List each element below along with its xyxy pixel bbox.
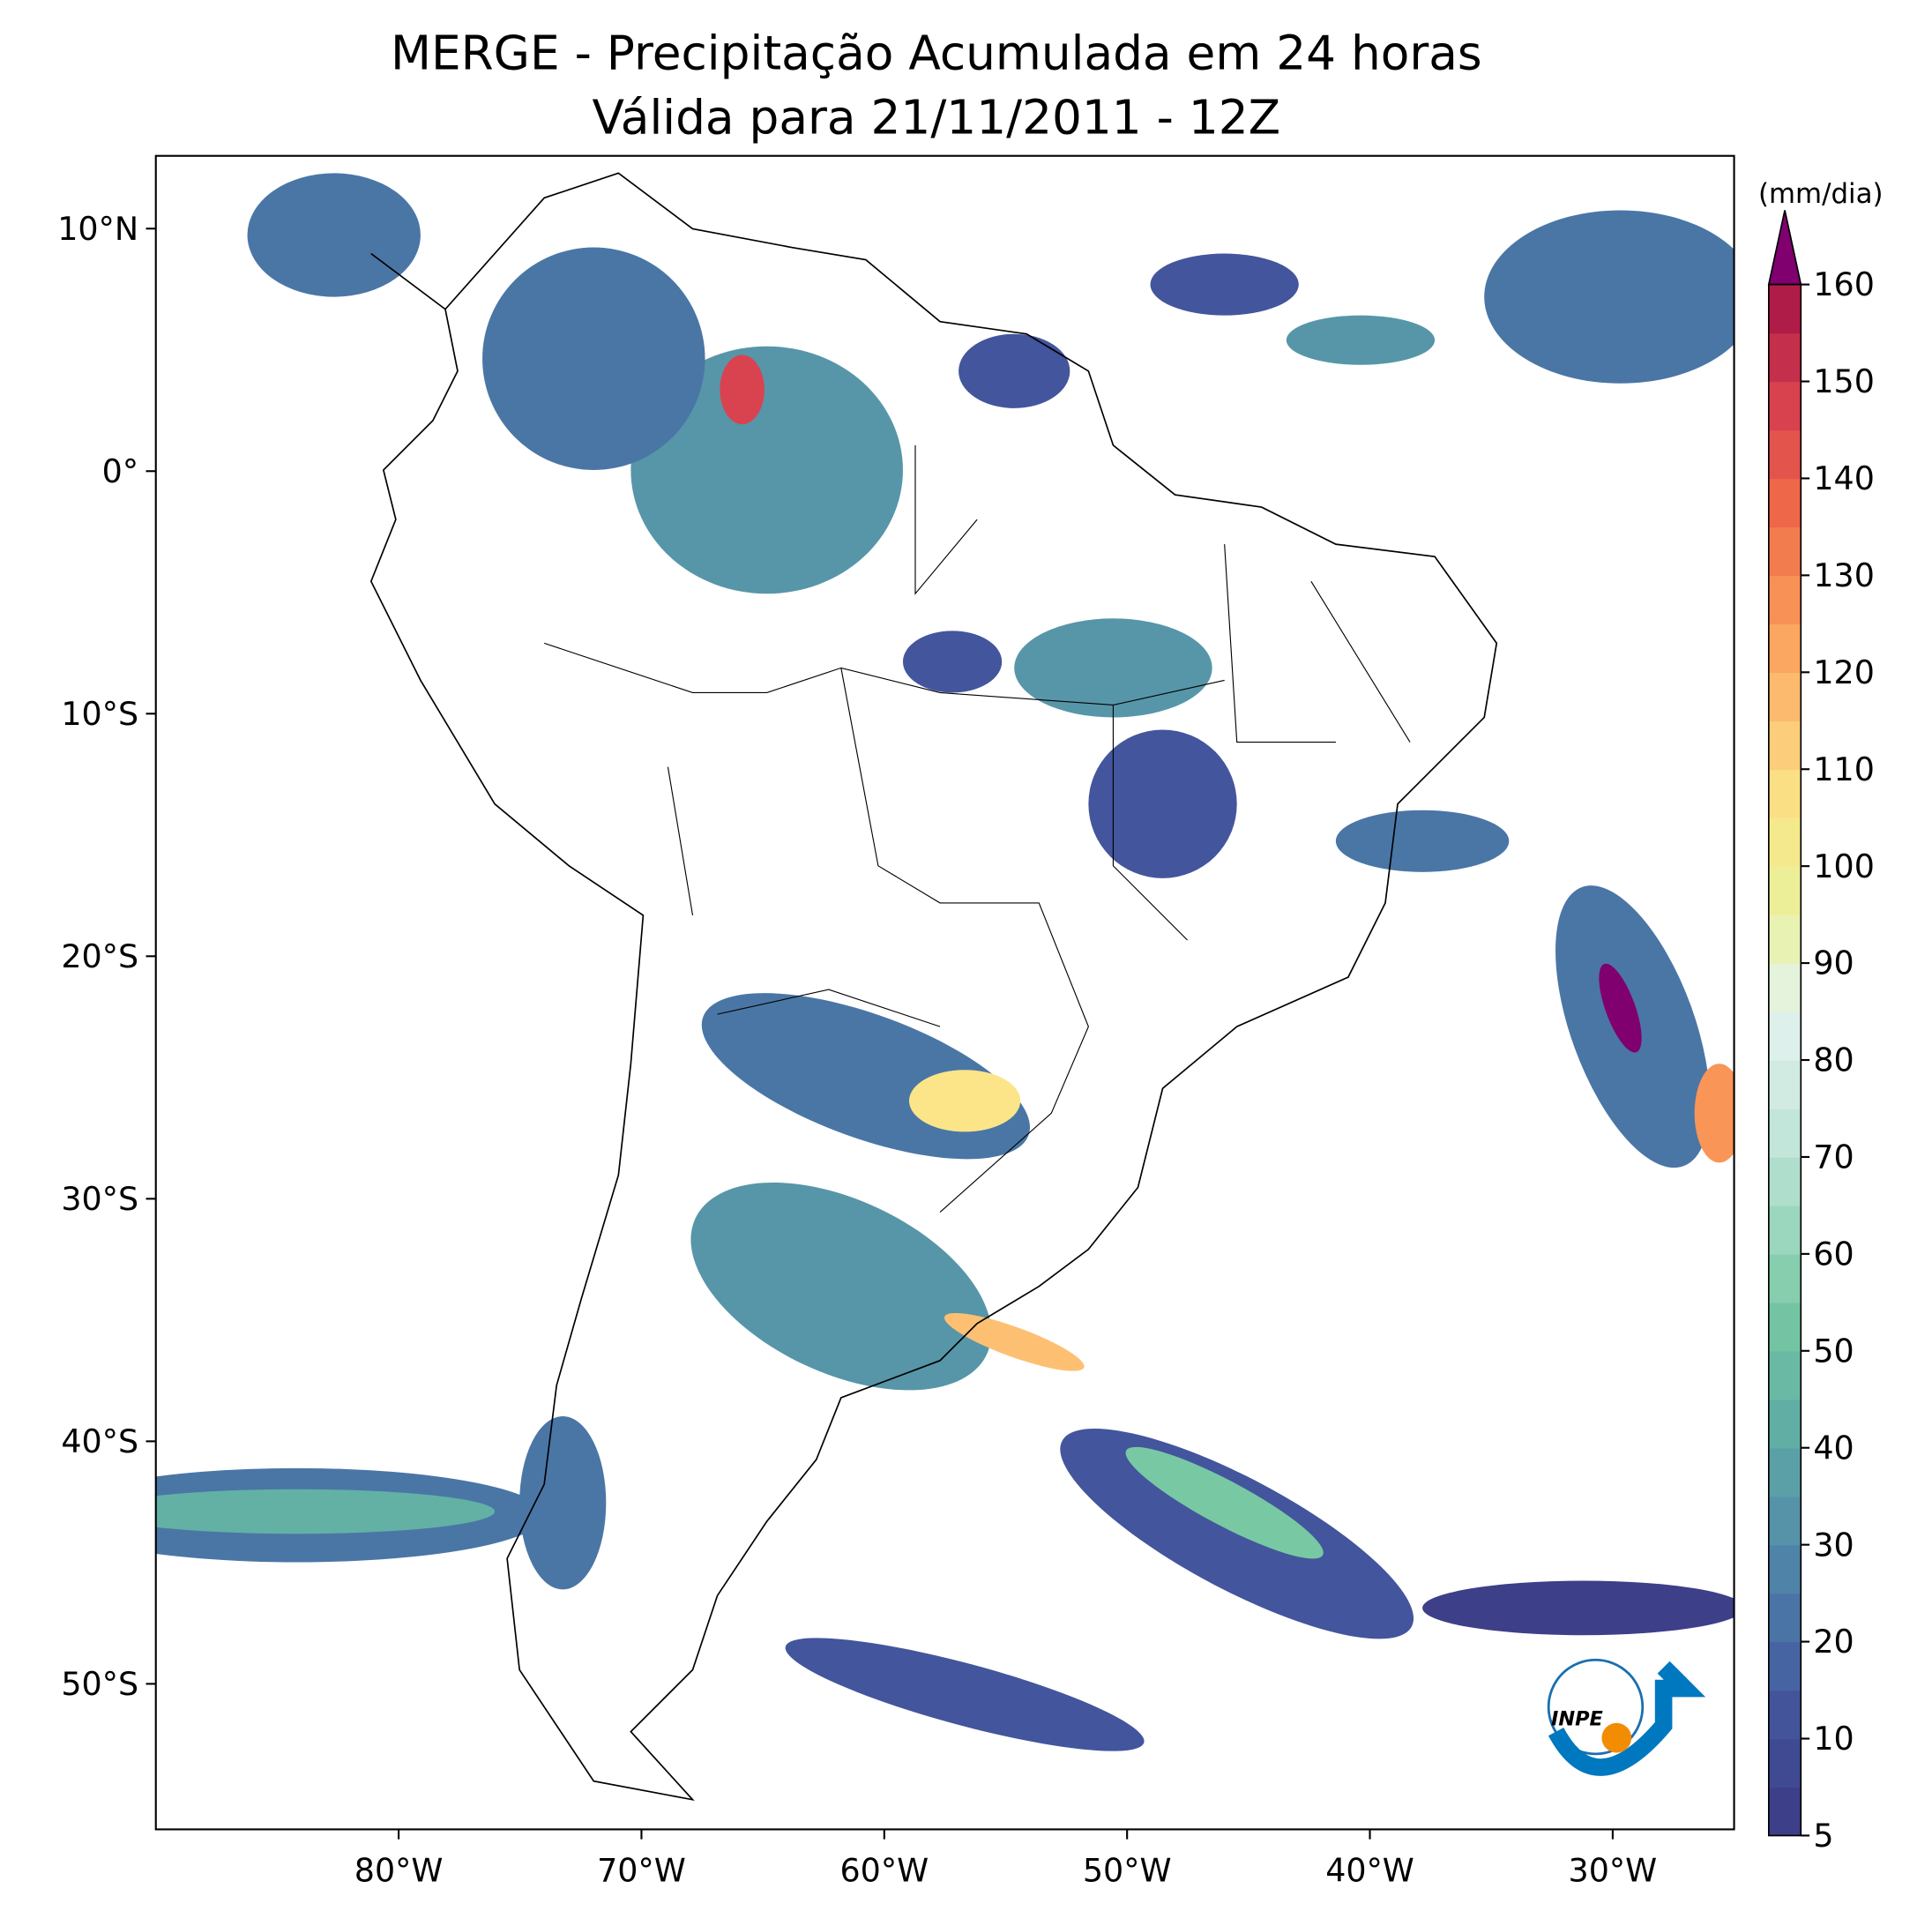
x-tick-label: 40°W: [1325, 1851, 1414, 1889]
rain-band: [1150, 253, 1299, 316]
rain-band: [1286, 315, 1436, 365]
colorbar-tick-label: 130: [1813, 556, 1875, 594]
y-tick-label: 50°S: [61, 1665, 138, 1703]
rain-band: [1014, 618, 1212, 718]
colorbar-band: [1768, 1302, 1801, 1352]
colorbar-tick-label: 140: [1813, 459, 1875, 497]
colorbar-band: [1768, 963, 1801, 1012]
rain-band: [785, 1638, 1145, 1751]
colorbar-band: [1768, 914, 1801, 964]
rain-band: [902, 631, 1003, 693]
colorbar-band: [1768, 381, 1801, 431]
subtitle: Válida para 21/11/2011 - 12Z: [592, 90, 1280, 145]
title: MERGE - Precipitação Acumulada em 24 hor…: [391, 26, 1482, 81]
colorbar-band: [1768, 1011, 1801, 1061]
y-tick-label: 20°S: [61, 937, 138, 975]
colorbar-band: [1768, 526, 1801, 577]
map-area: INPE: [155, 172, 1734, 1802]
colorbar-band: [1768, 1108, 1801, 1158]
colorbar-tick-label: 100: [1813, 847, 1875, 885]
precipitation: [155, 173, 1734, 1751]
logo: INPE: [1547, 1658, 1706, 1776]
colorbar-band: [1768, 769, 1801, 818]
colorbar-tick-label: 110: [1813, 750, 1875, 788]
rain-band: [247, 173, 421, 297]
rain-band: [1484, 210, 1734, 384]
colorbar-tick-label: 160: [1813, 265, 1875, 303]
colorbar-tick-label: 5: [1813, 1817, 1833, 1855]
x-tick-label: 30°W: [1569, 1851, 1658, 1889]
colorbar-tick-label: 80: [1813, 1041, 1854, 1079]
colorbar-band: [1768, 1205, 1801, 1255]
colorbar-band: [1768, 720, 1801, 770]
colorbar-band: [1768, 478, 1801, 528]
colorbar-band: [1768, 866, 1801, 915]
coastline: [369, 172, 1498, 1802]
rain-band: [630, 346, 903, 594]
y-tick-label: 0°: [102, 452, 138, 490]
rain-core: [1599, 963, 1642, 1053]
x-tick-label: 80°W: [354, 1851, 444, 1889]
colorbar-extend: [1767, 210, 1802, 286]
colorbar-tick-label: 20: [1813, 1623, 1854, 1661]
colorbar-band: [1768, 284, 1801, 334]
colorbar-tick-label: 10: [1813, 1720, 1854, 1758]
colorbar-band: [1768, 1690, 1801, 1740]
x-tick-label: 60°W: [839, 1851, 929, 1889]
colorbar-band: [1768, 623, 1801, 674]
colorbar-band: [1768, 429, 1801, 480]
colorbar-band: [1768, 1641, 1801, 1691]
colorbar-tick-label: 40: [1813, 1429, 1854, 1467]
map-frame: [154, 154, 1735, 1831]
colorbar-tick-label: 90: [1813, 944, 1854, 982]
colorbar-tick-label: 30: [1813, 1526, 1854, 1564]
colorbar-tick-label: 150: [1813, 362, 1875, 400]
rain-band: [482, 247, 705, 470]
colorbar-band: [1768, 1253, 1801, 1303]
colorbar-band: [1768, 575, 1801, 625]
rain-band: [959, 333, 1070, 408]
colorbar-band: [1768, 1738, 1801, 1788]
colorbar-band: [1768, 1593, 1801, 1643]
colorbar-band: [1768, 672, 1801, 721]
colorbar-band: [1768, 817, 1801, 867]
colorbar-tick-label: 70: [1813, 1138, 1854, 1176]
rain-band: [1422, 1580, 1734, 1636]
colorbar-band: [1768, 1496, 1801, 1546]
colorbar-band: [1768, 1156, 1801, 1206]
colorbar-band: [1768, 1447, 1801, 1497]
colorbar-unit: (mm/dia): [1758, 178, 1884, 210]
rain-band: [519, 1415, 607, 1590]
colorbar-band: [1768, 1787, 1801, 1837]
rain-band: [1125, 1446, 1324, 1559]
rain-core: [1694, 1064, 1734, 1163]
logo-text: INPE: [1551, 1708, 1604, 1731]
x-tick-label: 70°W: [597, 1851, 686, 1889]
y-tick-label: 10°N: [57, 210, 138, 248]
rain-core: [944, 1312, 1085, 1371]
rain-core: [720, 355, 765, 425]
colorbar-band: [1768, 332, 1801, 383]
colorbar-tick-label: 60: [1813, 1235, 1854, 1273]
borders: [544, 444, 1411, 1213]
rain-band: [155, 1489, 496, 1534]
colorbar-band: [1768, 1544, 1801, 1594]
y-tick-label: 30°S: [61, 1180, 138, 1218]
colorbar-band: [1768, 1060, 1801, 1109]
colorbar-band: [1768, 1399, 1801, 1449]
colorbar-tick-label: 50: [1813, 1332, 1854, 1370]
x-tick-label: 50°W: [1083, 1851, 1172, 1889]
rain-band: [1335, 810, 1510, 872]
rain-band: [1088, 729, 1237, 878]
rain-band: [690, 1182, 992, 1391]
y-tick-label: 10°S: [61, 695, 138, 733]
colorbar-band: [1768, 1350, 1801, 1400]
rain-core: [908, 1070, 1021, 1132]
y-tick-label: 40°S: [61, 1422, 138, 1460]
colorbar-tick-label: 120: [1813, 653, 1875, 691]
